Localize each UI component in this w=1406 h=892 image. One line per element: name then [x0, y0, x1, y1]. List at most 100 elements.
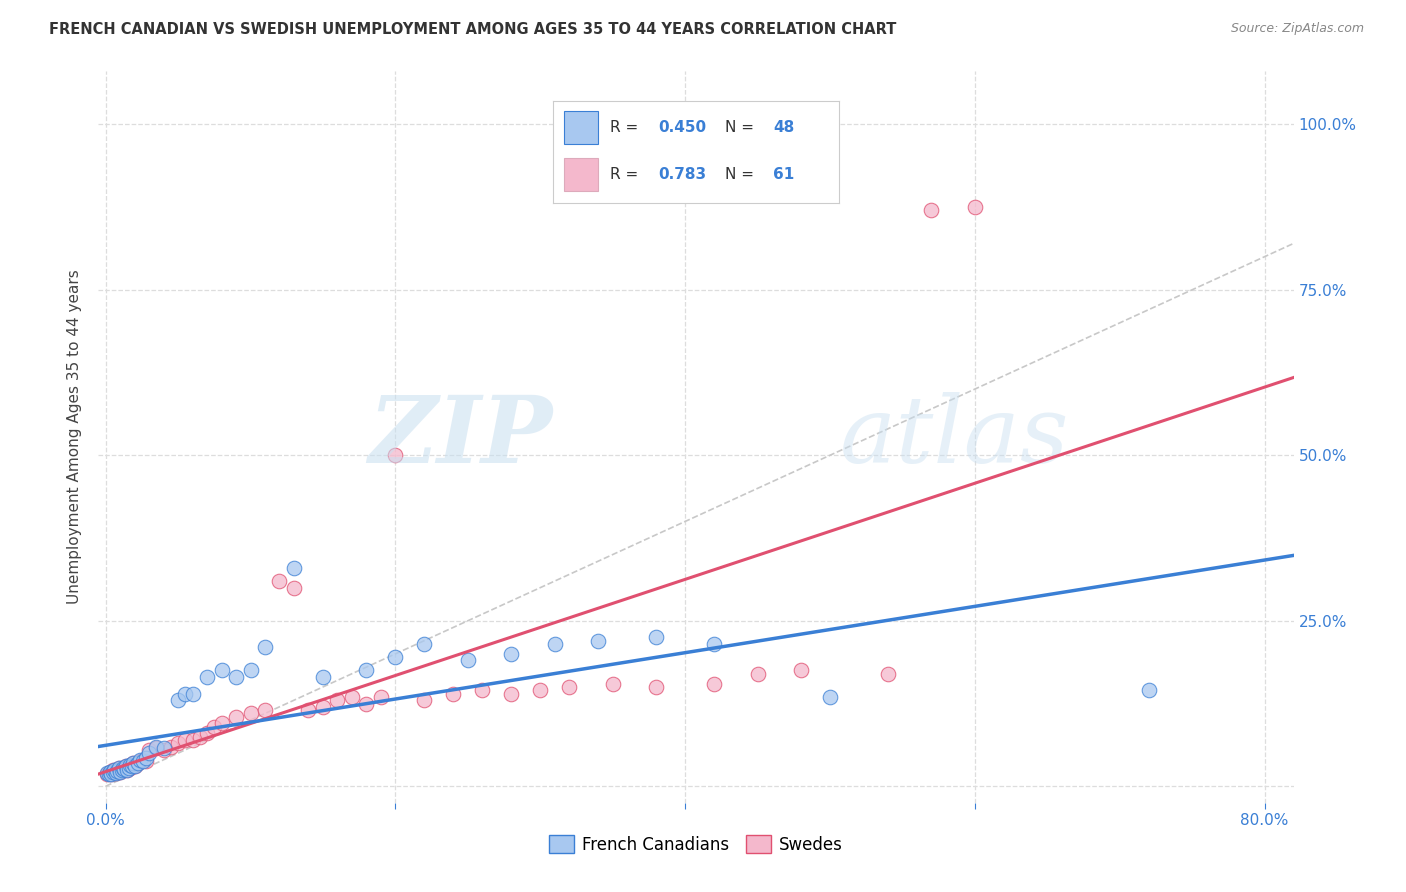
Point: [121, 758, 143, 772]
Point: [114, 761, 136, 775]
Point: [138, 746, 160, 760]
Point: [529, 683, 551, 698]
Point: [384, 650, 406, 665]
Point: [188, 730, 211, 744]
Text: ZIP: ZIP: [368, 392, 553, 482]
Text: FRENCH CANADIAN VS SWEDISH UNEMPLOYMENT AMONG AGES 35 TO 44 YEARS CORRELATION CH: FRENCH CANADIAN VS SWEDISH UNEMPLOYMENT …: [49, 22, 897, 37]
Point: [501, 687, 523, 701]
Point: [963, 200, 986, 214]
Point: [457, 653, 479, 667]
Point: [132, 753, 155, 767]
Point: [124, 759, 146, 773]
Point: [269, 574, 291, 588]
Point: [115, 759, 138, 773]
Point: [117, 763, 139, 777]
Point: [370, 690, 392, 704]
Point: [101, 763, 124, 777]
Point: [818, 690, 841, 704]
Point: [152, 743, 174, 757]
Point: [326, 693, 349, 707]
Point: [877, 666, 900, 681]
Point: [356, 697, 378, 711]
Point: [239, 664, 262, 678]
Point: [202, 720, 225, 734]
Point: [167, 693, 190, 707]
Point: [384, 448, 406, 462]
Point: [107, 761, 129, 775]
Point: [297, 703, 319, 717]
Point: [501, 647, 523, 661]
Point: [118, 759, 141, 773]
Point: [118, 761, 141, 775]
Point: [920, 203, 942, 218]
Point: [120, 761, 142, 775]
Point: [602, 676, 624, 690]
Point: [145, 740, 167, 755]
Point: [586, 633, 609, 648]
Point: [97, 766, 120, 780]
Point: [283, 581, 305, 595]
Point: [120, 758, 142, 772]
Text: Source: ZipAtlas.com: Source: ZipAtlas.com: [1230, 22, 1364, 36]
Point: [135, 754, 157, 768]
Y-axis label: Unemployment Among Ages 35 to 44 years: Unemployment Among Ages 35 to 44 years: [67, 269, 83, 605]
Point: [97, 767, 120, 781]
Point: [138, 743, 160, 757]
Point: [441, 687, 464, 701]
Point: [124, 759, 146, 773]
Point: [114, 762, 136, 776]
Point: [160, 739, 183, 754]
Point: [340, 690, 363, 704]
Point: [108, 764, 131, 779]
Point: [103, 763, 125, 777]
Point: [101, 765, 124, 780]
Point: [105, 764, 128, 778]
Point: [747, 666, 769, 681]
Point: [645, 630, 668, 644]
Point: [558, 680, 581, 694]
Point: [98, 764, 121, 779]
Point: [413, 637, 436, 651]
Point: [181, 733, 204, 747]
Point: [356, 664, 378, 678]
Point: [115, 759, 138, 773]
Point: [96, 766, 118, 780]
Point: [117, 763, 139, 777]
Point: [211, 716, 233, 731]
Point: [167, 736, 190, 750]
Point: [544, 637, 567, 651]
Point: [135, 751, 157, 765]
Point: [129, 754, 152, 768]
Point: [645, 680, 668, 694]
Point: [195, 670, 218, 684]
Point: [110, 763, 132, 777]
Point: [181, 687, 204, 701]
Point: [127, 756, 149, 770]
Point: [127, 756, 149, 770]
Point: [790, 664, 813, 678]
Point: [253, 640, 276, 655]
Point: [129, 753, 152, 767]
Point: [132, 754, 155, 768]
Point: [239, 706, 262, 721]
Point: [1137, 683, 1160, 698]
Point: [104, 766, 127, 780]
Point: [100, 766, 122, 780]
Point: [112, 762, 135, 776]
Point: [104, 766, 127, 780]
Point: [145, 739, 167, 754]
Point: [174, 687, 197, 701]
Point: [211, 664, 233, 678]
Point: [110, 763, 132, 777]
Point: [225, 670, 247, 684]
Legend: French Canadians, Swedes: French Canadians, Swedes: [543, 829, 849, 860]
Point: [312, 670, 335, 684]
Point: [105, 763, 128, 777]
Point: [96, 767, 118, 781]
Point: [413, 693, 436, 707]
Point: [152, 740, 174, 755]
Point: [107, 761, 129, 775]
Point: [312, 699, 335, 714]
Point: [122, 756, 145, 770]
Point: [103, 764, 125, 779]
